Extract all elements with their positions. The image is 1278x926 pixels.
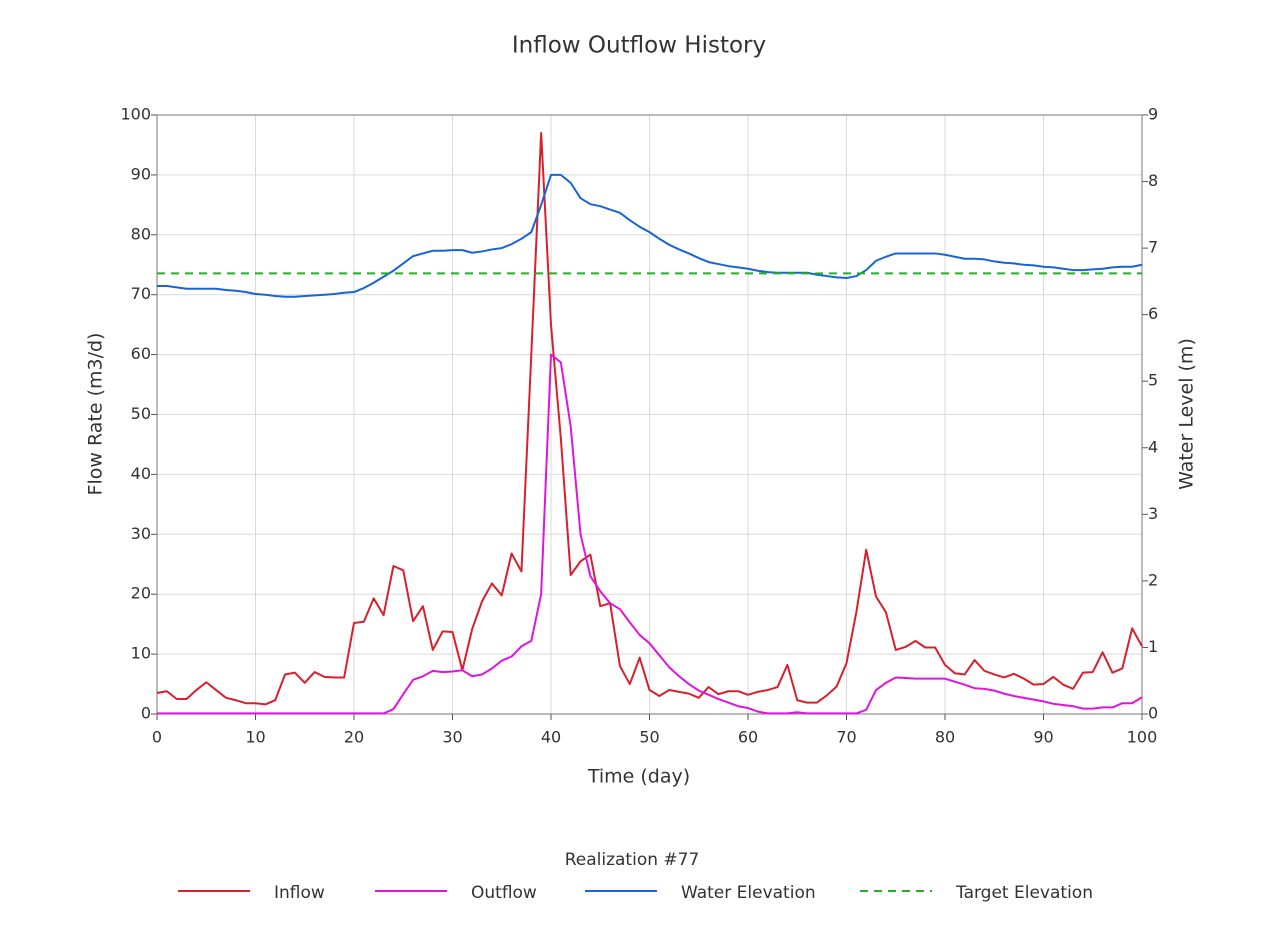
y2-tick-label: 7 [1148,238,1158,257]
legend-label: Target Elevation [955,883,1093,903]
x-tick-label: 80 [935,728,955,747]
x-tick-label: 70 [836,728,856,747]
y2-tick-label: 9 [1148,105,1158,124]
y2-tick-label: 5 [1148,371,1158,390]
legend-label: Water Elevation [681,883,816,903]
legend-label: Outflow [471,883,537,903]
x-tick-label: 100 [1127,728,1158,747]
y-axis-title: Flow Rate (m3/d) [85,333,107,496]
y-tick-label: 90 [131,164,151,183]
y2-tick-label: 2 [1148,570,1158,589]
y2-tick-label: 4 [1148,437,1158,456]
x-tick-label: 60 [738,728,758,747]
x-tick-label: 90 [1033,728,1053,747]
x-tick-label: 0 [152,728,162,747]
x-tick-label: 40 [541,728,561,747]
y2-tick-label: 1 [1148,637,1158,656]
y-tick-label: 10 [131,644,151,663]
x-tick-label: 30 [442,728,462,747]
y-tick-label: 0 [141,704,151,723]
series-line [156,131,1143,706]
y2-tick-label: 0 [1148,704,1158,723]
x-axis-title: Time (day) [587,766,690,788]
y-tick-label: 100 [120,105,151,124]
series-line [157,353,1143,715]
y-tick-label: 80 [131,224,151,243]
x-tick-label: 50 [639,728,659,747]
y2-axis-title: Water Level (m) [1176,338,1198,490]
y2-tick-label: 3 [1148,504,1158,523]
y-tick-label: 60 [131,344,151,363]
y-tick-label: 50 [131,404,151,423]
chart-title: Inflow Outflow History [512,33,766,59]
y-tick-label: 70 [131,284,151,303]
x-tick-label: 20 [344,728,364,747]
y-tick-label: 30 [131,524,151,543]
legend-label: Inflow [274,883,325,903]
x-tick-label: 10 [245,728,265,747]
plot-frame [156,114,1143,715]
legend-title: Realization #77 [565,850,700,870]
y-tick-label: 20 [131,584,151,603]
y-tick-label: 40 [131,464,151,483]
y2-tick-label: 8 [1148,171,1158,190]
y2-tick-label: 6 [1148,304,1158,323]
series-line [157,173,1143,298]
